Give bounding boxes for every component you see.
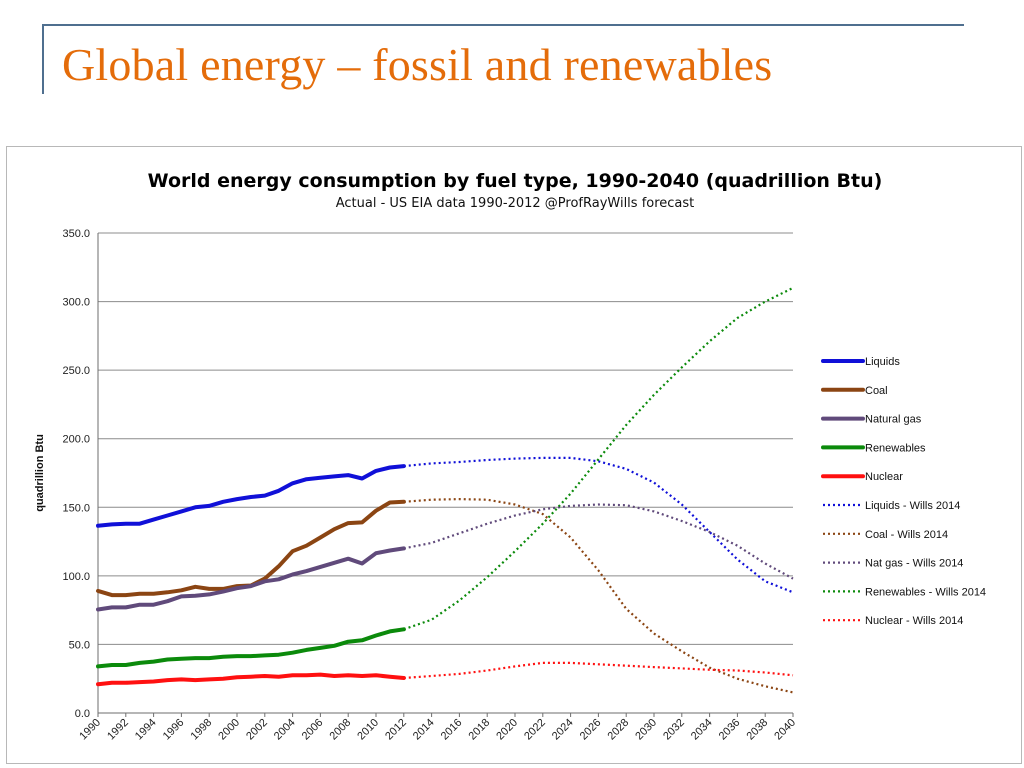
slide-title: Global energy – fossil and renewables <box>62 39 773 90</box>
x-tick-label: 2020 <box>494 717 520 743</box>
legend-label: Renewables <box>865 442 926 454</box>
series-line-renewables <box>96 627 406 669</box>
axes <box>97 233 793 714</box>
energy-line-chart: World energy consumption by fuel type, 1… <box>34 170 986 742</box>
title-rule-horizontal <box>42 24 964 26</box>
x-tick-label: 2008 <box>328 717 354 743</box>
series-line-natural-gas <box>96 546 406 612</box>
series-lines <box>96 286 794 694</box>
legend-label: Coal - Wills 2014 <box>865 529 948 541</box>
chart-title: World energy consumption by fuel type, 1… <box>148 170 883 192</box>
x-tick-label: 2038 <box>745 717 771 743</box>
x-tick-label: 2016 <box>439 717 465 743</box>
x-tick-label: 2026 <box>578 717 604 743</box>
y-tick-label: 0.0 <box>75 708 90 720</box>
chart-subtitle: Actual - US EIA data 1990-2012 @ProfRayW… <box>336 196 695 211</box>
y-axis-title: quadrillion Btu <box>34 434 46 512</box>
x-tick-label: 1994 <box>133 717 159 743</box>
y-tick-label: 250.0 <box>62 365 90 377</box>
legend-label: Nuclear - Wills 2014 <box>865 615 963 627</box>
x-tick-label: 2002 <box>244 717 270 743</box>
series-line-nuclear <box>96 672 406 687</box>
y-tick-label: 300.0 <box>62 297 90 309</box>
x-tick-label: 2030 <box>633 717 659 743</box>
x-tick-label: 2004 <box>272 717 298 743</box>
legend: Liquids Coal Natural gas Renewables Nuclear L… <box>821 356 986 627</box>
x-tick-label: 1992 <box>105 717 131 743</box>
x-tick-label: 1990 <box>77 717 103 743</box>
series-line-coal-wills-2014 <box>403 498 794 694</box>
y-tick-label: 150.0 <box>62 502 90 514</box>
y-tick-label: 100.0 <box>62 571 90 583</box>
series-line-nuclear-wills-2014 <box>403 661 794 680</box>
legend-label: Liquids - Wills 2014 <box>865 500 960 512</box>
legend-label: Nuclear <box>865 471 903 483</box>
x-tick-label: 2040 <box>772 717 798 743</box>
series-line-nat-gas-wills-2014 <box>403 503 794 580</box>
title-rule-vertical <box>42 24 44 94</box>
x-tick-label: 2024 <box>550 717 576 743</box>
y-tick-label: 200.0 <box>62 434 90 446</box>
legend-label: Renewables - Wills 2014 <box>865 586 986 598</box>
x-tick-label: 2032 <box>661 717 687 743</box>
x-tick-label: 2010 <box>355 717 381 743</box>
x-tick-label: 2006 <box>300 717 326 743</box>
x-tick-label: 1998 <box>189 717 215 743</box>
legend-label: Coal <box>865 385 888 397</box>
series-line-coal <box>96 499 406 598</box>
x-tick-label: 2018 <box>467 717 493 743</box>
legend-label: Liquids <box>865 356 900 368</box>
x-tick-label: 2036 <box>717 717 743 743</box>
y-axis-ticks: 0.0 50.0 100.0 150.0 200.0 250.0 300.0 350.0 <box>62 228 90 720</box>
x-tick-label: 2034 <box>689 717 715 743</box>
series-line-renewables-wills-2014 <box>403 286 794 631</box>
series-line-liquids-wills-2014 <box>403 456 794 594</box>
chart-frame: World energy consumption by fuel type, 1… <box>6 146 1022 764</box>
x-tick-label: 2012 <box>383 717 409 743</box>
y-tick-label: 350.0 <box>62 228 90 240</box>
x-tick-label: 2022 <box>522 717 548 743</box>
x-axis-ticks: 1990 1992 1994 1996 1998 2000 2002 2004 2006 2008… <box>77 713 798 742</box>
legend-label: Natural gas <box>865 414 922 426</box>
series-line-liquids <box>96 464 406 528</box>
x-tick-label: 2028 <box>606 717 632 743</box>
y-tick-label: 50.0 <box>69 639 90 651</box>
x-tick-label: 2000 <box>216 717 242 743</box>
x-tick-label: 1996 <box>161 717 187 743</box>
x-tick-label: 2014 <box>411 717 437 743</box>
legend-label: Nat gas - Wills 2014 <box>865 558 963 570</box>
gridlines <box>98 232 793 645</box>
